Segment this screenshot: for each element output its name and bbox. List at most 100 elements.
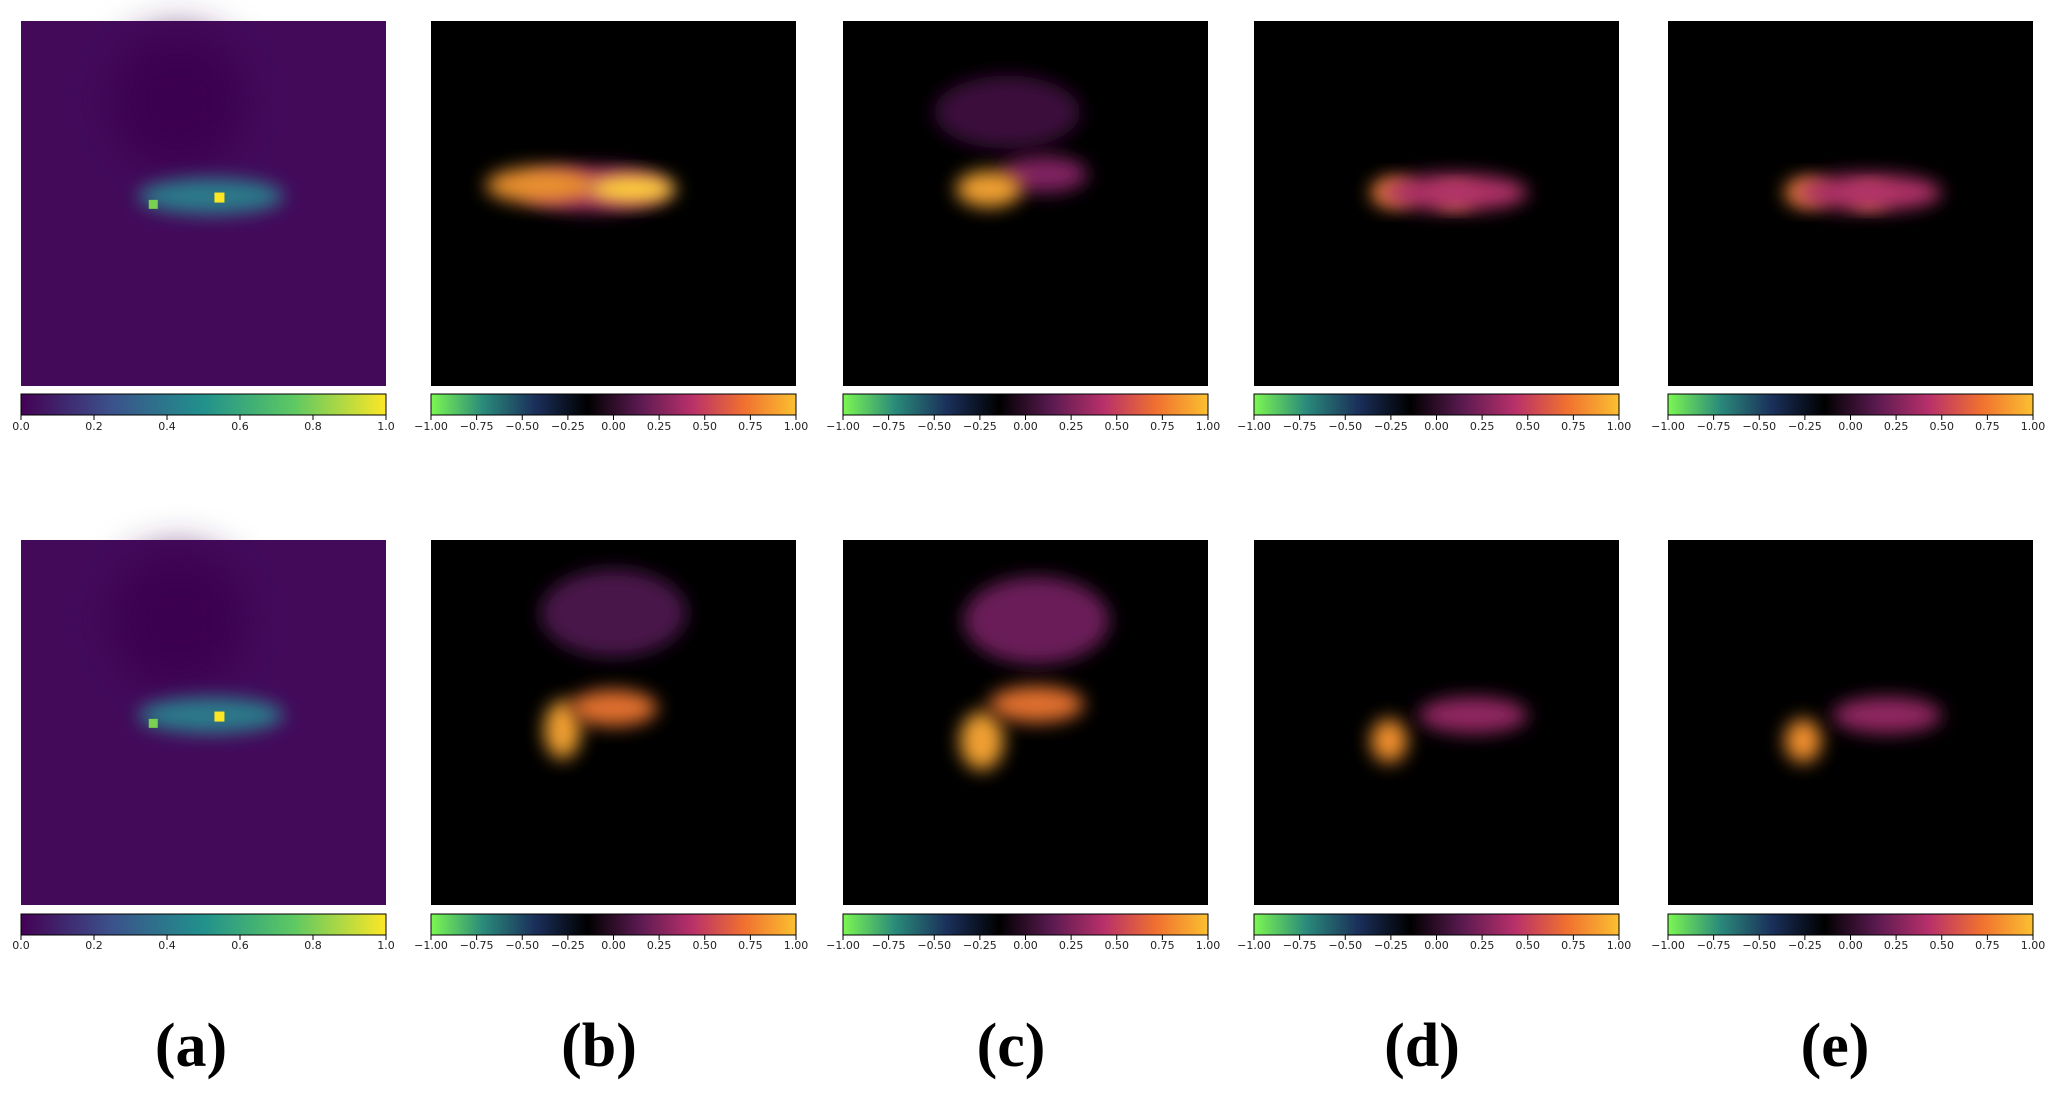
x-tick-label: 0.50 — [693, 420, 718, 433]
x-tick-label: 0.4 — [158, 939, 176, 952]
colorbar — [20, 393, 387, 416]
colorbar — [20, 913, 387, 936]
x-tick-label: 0.50 — [1516, 420, 1541, 433]
x-tick-label: −1.00 — [1651, 939, 1685, 952]
colorbar — [430, 393, 797, 416]
x-tick-label: 0.6 — [231, 420, 249, 433]
x-tick-label: −0.25 — [963, 939, 997, 952]
heatmap — [843, 540, 1208, 905]
x-tick-label: 0.75 — [738, 939, 763, 952]
x-tick-label: 1.00 — [1196, 939, 1221, 952]
x-tick-label: −0.25 — [1374, 939, 1408, 952]
x-tick-label: −0.25 — [551, 939, 585, 952]
heatmap — [431, 21, 796, 386]
colorbar — [430, 913, 797, 936]
x-tick-label: −0.25 — [551, 420, 585, 433]
x-tick-label: 0.0 — [12, 420, 30, 433]
x-tick-label: 0.6 — [231, 939, 249, 952]
x-tick-label: −0.75 — [460, 420, 494, 433]
x-tick-label: −1.00 — [1237, 939, 1271, 952]
x-tick-label: −0.75 — [1697, 420, 1731, 433]
x-tick-label: 0.25 — [1059, 939, 1084, 952]
colorbar — [1253, 913, 1620, 936]
x-tick-label: 0.50 — [1105, 420, 1130, 433]
x-tick-label: −0.75 — [1697, 939, 1731, 952]
x-tick-label: 0.75 — [1561, 939, 1586, 952]
panel-label: (b) — [561, 1012, 637, 1080]
x-tick-label: 0.75 — [738, 420, 763, 433]
heatmap — [1254, 540, 1619, 905]
x-tick-label: 0.00 — [1013, 420, 1038, 433]
x-tick-label: 0.25 — [1884, 420, 1909, 433]
x-tick-label: 0.50 — [1516, 939, 1541, 952]
x-tick-label: 0.8 — [304, 420, 322, 433]
x-tick-label: −0.50 — [505, 939, 539, 952]
panel-label: (c) — [977, 1012, 1046, 1080]
x-tick-label: 0.00 — [1838, 939, 1863, 952]
x-tick-label: 1.00 — [784, 420, 809, 433]
x-tick-label: 1.00 — [2021, 420, 2046, 433]
x-tick-label: 0.0 — [12, 939, 30, 952]
x-tick-label: −0.75 — [872, 420, 906, 433]
x-tick-label: −0.50 — [1742, 420, 1776, 433]
x-tick-label: −1.00 — [1651, 420, 1685, 433]
x-tick-label: 0.2 — [85, 420, 103, 433]
x-tick-label: −0.50 — [917, 939, 951, 952]
colorbar — [1667, 913, 2034, 936]
heatmap — [431, 540, 796, 905]
x-tick-label: 0.4 — [158, 420, 176, 433]
x-tick-label: −1.00 — [414, 420, 448, 433]
x-tick-label: 0.50 — [1930, 420, 1955, 433]
x-tick-label: −1.00 — [1237, 420, 1271, 433]
panel-label: (e) — [1801, 1012, 1870, 1080]
heatmap — [1668, 21, 2033, 386]
x-tick-label: −0.25 — [1374, 420, 1408, 433]
x-tick-label: 1.00 — [1607, 939, 1632, 952]
x-tick-label: 1.00 — [784, 939, 809, 952]
x-tick-label: −0.50 — [1328, 420, 1362, 433]
x-tick-label: 0.8 — [304, 939, 322, 952]
x-tick-label: 1.00 — [1607, 420, 1632, 433]
x-tick-label: −1.00 — [414, 939, 448, 952]
x-tick-label: 0.00 — [1424, 420, 1449, 433]
x-tick-label: −0.75 — [1283, 420, 1317, 433]
heatmap — [1254, 21, 1619, 386]
x-tick-label: 1.0 — [377, 939, 395, 952]
x-tick-label: 0.00 — [1424, 939, 1449, 952]
x-tick-label: 0.00 — [1013, 939, 1038, 952]
heatmap — [843, 21, 1208, 386]
x-tick-label: 0.00 — [1838, 420, 1863, 433]
panel-label: (a) — [155, 1012, 227, 1080]
x-tick-label: −0.50 — [1742, 939, 1776, 952]
x-tick-label: 1.00 — [1196, 420, 1221, 433]
x-tick-label: 0.25 — [1470, 420, 1495, 433]
x-tick-label: 0.25 — [1470, 939, 1495, 952]
x-tick-label: −0.25 — [1788, 420, 1822, 433]
x-tick-label: 0.2 — [85, 939, 103, 952]
x-tick-label: −0.50 — [917, 420, 951, 433]
colorbar — [1253, 393, 1620, 416]
x-tick-label: 0.25 — [647, 420, 672, 433]
x-tick-label: −0.75 — [872, 939, 906, 952]
x-tick-label: −0.25 — [1788, 939, 1822, 952]
x-tick-label: 0.00 — [601, 939, 626, 952]
x-tick-label: 0.25 — [1059, 420, 1084, 433]
heatmap — [21, 540, 386, 905]
x-tick-label: −0.75 — [460, 939, 494, 952]
x-tick-label: 1.0 — [377, 420, 395, 433]
x-tick-label: −1.00 — [826, 939, 860, 952]
x-tick-label: 0.75 — [1150, 939, 1175, 952]
x-tick-label: −0.50 — [505, 420, 539, 433]
x-tick-label: −0.25 — [963, 420, 997, 433]
x-tick-label: 0.75 — [1975, 420, 2000, 433]
colorbar — [842, 913, 1209, 936]
heatmap — [1668, 540, 2033, 905]
x-tick-label: 0.75 — [1561, 420, 1586, 433]
x-tick-label: 0.75 — [1150, 420, 1175, 433]
x-tick-label: 0.50 — [1105, 939, 1130, 952]
x-tick-label: 0.50 — [693, 939, 718, 952]
colorbar — [842, 393, 1209, 416]
panel-label: (d) — [1384, 1012, 1460, 1080]
x-tick-label: −0.75 — [1283, 939, 1317, 952]
